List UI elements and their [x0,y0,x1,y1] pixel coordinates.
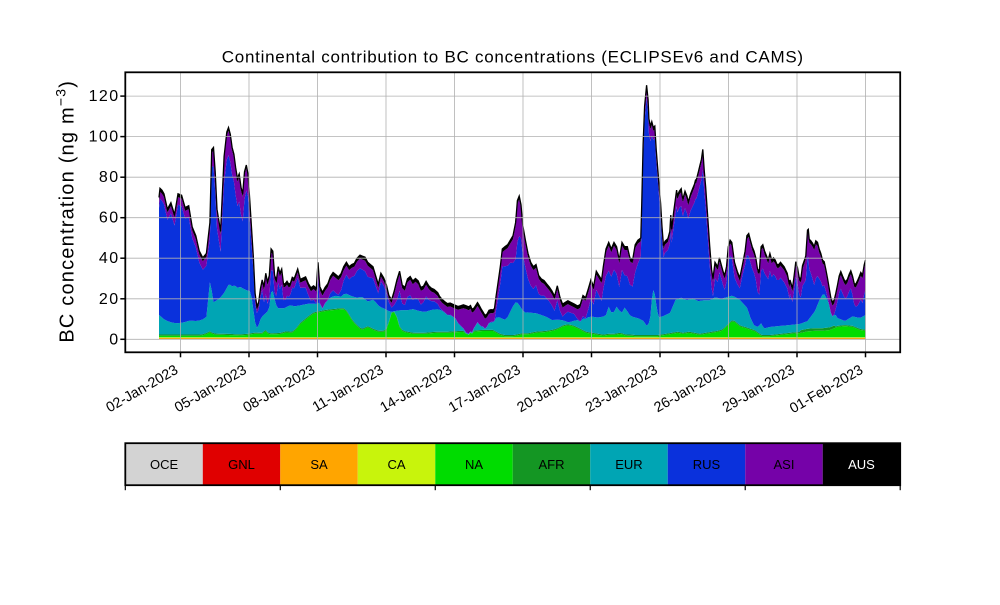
svg-text:20: 20 [99,291,120,308]
svg-text:60: 60 [99,210,120,227]
svg-text:100: 100 [89,129,120,146]
svg-text:Continental contribution to BC: Continental contribution to BC concentra… [222,48,804,67]
svg-text:ASI: ASI [773,457,794,472]
svg-text:OCE: OCE [150,457,179,472]
svg-text:AFR: AFR [539,457,565,472]
svg-text:CA: CA [387,457,405,472]
svg-text:BC concentration (ng m−3): BC concentration (ng m−3) [53,80,79,343]
svg-text:RUS: RUS [693,457,721,472]
svg-text:0: 0 [109,331,119,348]
svg-text:AUS: AUS [848,457,875,472]
svg-text:40: 40 [99,250,120,267]
svg-text:EUR: EUR [615,457,642,472]
svg-text:120: 120 [89,88,120,105]
svg-text:80: 80 [99,169,120,186]
svg-text:NA: NA [465,457,483,472]
svg-text:GNL: GNL [228,457,255,472]
svg-text:SA: SA [310,457,328,472]
